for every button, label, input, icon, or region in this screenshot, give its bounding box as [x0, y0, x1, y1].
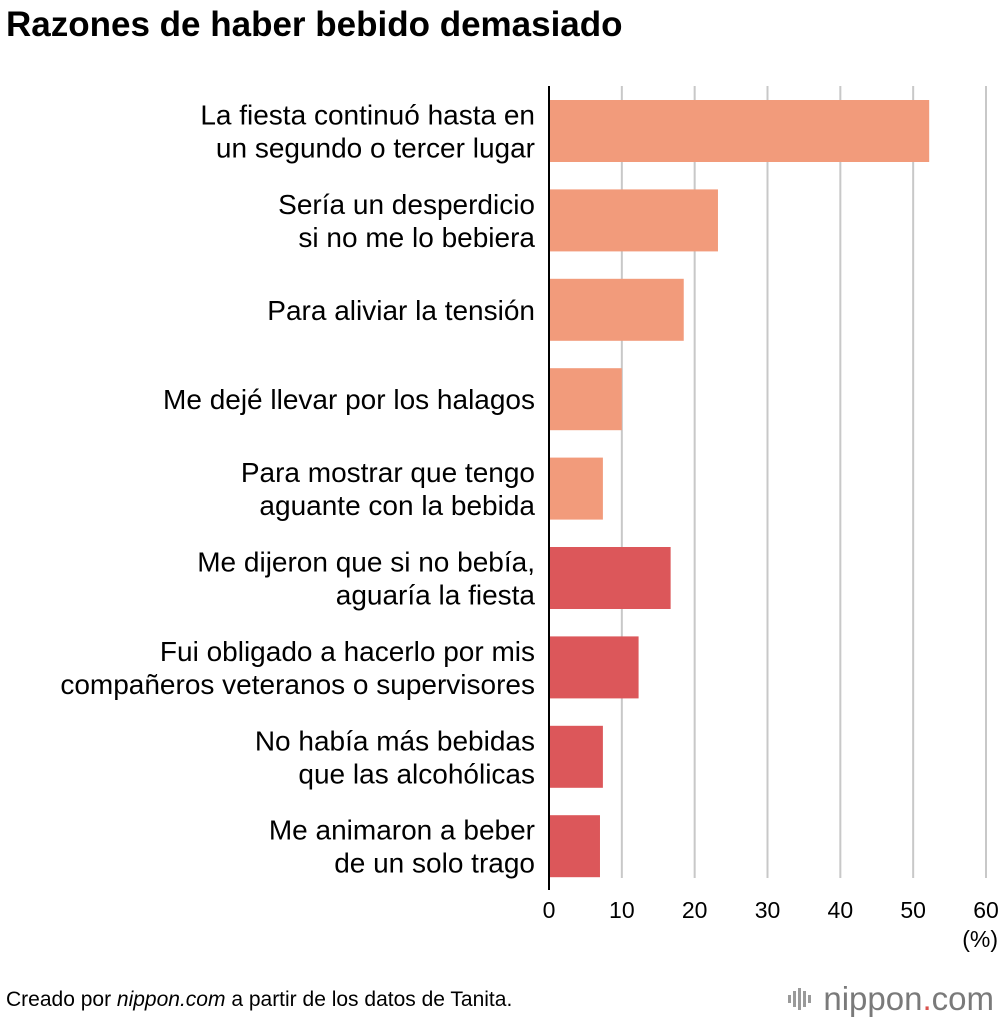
x-tick-label: 40 — [828, 897, 854, 923]
nippon-logo-icon — [788, 988, 812, 1010]
bar — [549, 100, 930, 162]
x-tick-label: 60 — [973, 897, 999, 923]
bars — [549, 100, 930, 878]
bar — [549, 636, 639, 699]
category-label: que las alcohólicas — [298, 758, 535, 789]
chart-title: Razones de haber bebido demasiado — [6, 5, 623, 44]
bar — [549, 547, 671, 609]
brand-tld: com — [931, 980, 994, 1017]
category-label: Me dijeron que si no bebía, — [197, 547, 535, 578]
category-label: La fiesta continuó hasta en — [200, 100, 535, 131]
bar — [549, 815, 600, 878]
category-label: Fui obligado a hacerlo por mis — [160, 636, 535, 667]
category-label: aguante con la bebida — [259, 490, 535, 521]
source-site: nippon.com — [116, 988, 226, 1011]
nippon-brand-logo: nippon. com — [787, 980, 994, 1018]
source-prefix: Creado por — [6, 988, 117, 1011]
category-label: Para aliviar la tensión — [267, 295, 535, 326]
x-tick-label: 30 — [755, 897, 781, 923]
bar — [549, 457, 603, 520]
brand-dot: . — [922, 980, 932, 1017]
category-label: de un solo trago — [334, 848, 535, 879]
category-label: un segundo o tercer lugar — [216, 133, 535, 164]
category-label: Me dejé llevar por los halagos — [163, 384, 535, 415]
category-label: Me animaron a beber — [269, 815, 535, 846]
source-suffix: a partir de los datos de Tanita. — [225, 988, 513, 1011]
x-axis-unit-label: (%) — [962, 926, 998, 952]
category-label: Para mostrar que tengo — [241, 457, 535, 488]
x-tick-label: 50 — [900, 897, 926, 923]
x-tick-label: 10 — [609, 897, 635, 923]
source-note: Creado por nippon.com a partir de los da… — [6, 988, 512, 1012]
category-label: compañeros veteranos o supervisores — [60, 669, 535, 700]
bar — [549, 278, 684, 341]
x-tick-label: 20 — [682, 897, 708, 923]
bar-chart: Razones de haber bebido demasiado La fie… — [6, 5, 999, 952]
brand-name: nippon — [823, 980, 923, 1017]
x-tick-labels: 0 10 20 30 40 50 60 — [543, 897, 999, 923]
bar — [549, 368, 622, 431]
category-label: No había más bebidas — [255, 725, 535, 756]
bar — [549, 725, 603, 788]
category-label: si no me lo bebiera — [298, 222, 535, 253]
category-label: aguaría la fiesta — [336, 580, 536, 611]
x-tick-label: 0 — [543, 897, 556, 923]
category-label: Sería un desperdicio — [278, 189, 535, 220]
bar — [549, 189, 718, 252]
